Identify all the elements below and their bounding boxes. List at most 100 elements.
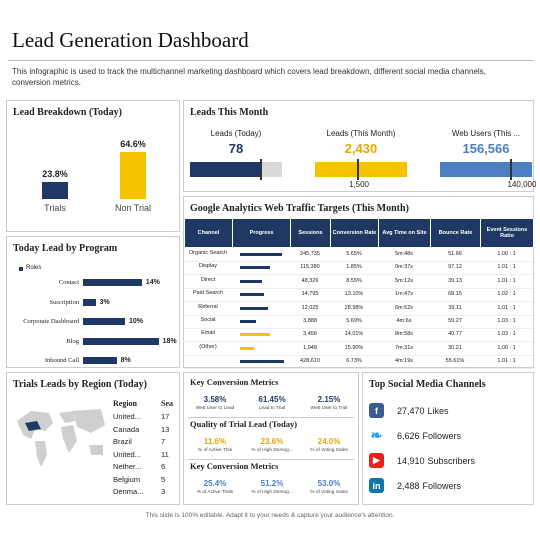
social-label: Subscribers <box>427 456 476 466</box>
cell: 0m:37s <box>394 264 414 271</box>
cell: 51.66 <box>448 251 462 257</box>
cell: 48,326 <box>301 277 319 284</box>
cell: Social <box>200 317 216 323</box>
cell: 13 <box>161 424 170 434</box>
cell: 1.01 : 1 <box>497 264 516 271</box>
cell: 14,795 <box>301 291 319 298</box>
gauge-label: Leads (This Month) <box>326 129 396 138</box>
gauge-label: Leads (Today) <box>210 129 262 138</box>
value-label: 3% <box>99 298 110 306</box>
gauge-label: Web Users (This ... <box>451 129 521 138</box>
metric-value: 2.15% <box>317 395 341 404</box>
value-label: 8% <box>120 357 131 364</box>
column-header: Sea <box>161 399 173 408</box>
footer: This slide is 100% editable. Adapt it to… <box>145 512 395 519</box>
lead-breakdown-panel: Lead Breakdown (Today) 23.8% Trials 64.6% No… <box>6 100 180 232</box>
bar <box>42 181 68 199</box>
metric-label: % of Voting Sales <box>310 448 348 453</box>
value-label: 23.8% <box>42 168 68 179</box>
metric-value: 53.0% <box>317 479 341 488</box>
gauge-target <box>260 159 262 180</box>
cell: 4m:6s <box>396 318 412 324</box>
row-line <box>184 354 533 356</box>
analytics-panel: Google Analytics Web Traffic Targets (Th… <box>183 196 534 370</box>
gauge-value: 2,430 <box>344 141 378 156</box>
cell: 59.27 <box>448 318 462 324</box>
social-value: 2,488 <box>397 481 420 491</box>
progress-bar <box>240 333 270 337</box>
cell: 55.61% <box>445 358 465 365</box>
bar <box>83 337 159 345</box>
category-label: Trials <box>44 203 66 213</box>
column-header: Bounce Rate <box>431 219 481 247</box>
metric-label: Lead to Trial <box>258 406 286 411</box>
cell: 6.73% <box>346 358 362 365</box>
social-value: 14,910 <box>397 456 425 466</box>
cell: 3,456 <box>303 331 317 338</box>
value-label: 18% <box>162 337 177 345</box>
metric-label: % of Voting Sales <box>310 490 348 495</box>
cell: 1.01 : 1 <box>497 304 516 311</box>
cell: 13.10% <box>344 291 364 298</box>
value-label: 14% <box>145 279 160 286</box>
cell: 4m:19s <box>394 358 414 365</box>
social-value: 27,470 <box>397 406 425 416</box>
bar-label: Blog <box>66 337 79 345</box>
progress-bar <box>240 279 262 283</box>
bar <box>120 151 146 199</box>
section-title: Key Conversion Metrics <box>190 377 279 387</box>
column-header: Conversion Rate <box>331 219 379 247</box>
cell: 5.65% <box>346 251 362 257</box>
social-label: Followers <box>422 431 462 441</box>
cell: 30.21 <box>448 344 462 351</box>
cell: 1.00 : 1 <box>497 344 516 351</box>
metric-label: % of High Demog... <box>251 448 293 453</box>
social-panel: Top Social Media Channels f 27,470 Likes ❧ 6,… <box>362 372 534 505</box>
column-header: Channel <box>185 219 233 247</box>
cell: 14.01% <box>344 331 364 338</box>
bar <box>83 298 96 306</box>
metric-value: 25.4% <box>203 479 227 488</box>
cell: Organic Search <box>188 250 228 256</box>
panel-title: Top Social Media Channels <box>369 379 486 390</box>
leads-month-panel: Leads This Month Leads (Today) 78 Leads (Th… <box>183 100 536 192</box>
section-line <box>188 459 354 460</box>
cell: 15.90% <box>344 344 364 351</box>
column-header: Event Sessions Ratio <box>481 219 534 247</box>
gauge-target-label: 140,000 <box>507 180 537 189</box>
cell: 39.11 <box>448 304 462 311</box>
social-icon: in <box>369 478 384 493</box>
cell: 39.13 <box>448 277 462 284</box>
row-line <box>184 261 533 262</box>
cell: 1m:47s <box>394 291 414 298</box>
cell: 1.00 : 1 <box>497 251 516 257</box>
cell: Direct <box>200 276 216 283</box>
progress-bar <box>240 253 282 256</box>
panel-title: Google Analytics Web Traffic Targets (Th… <box>190 203 409 214</box>
social-stat: 27,470 Likes <box>397 406 449 416</box>
gauge-value: 156,566 <box>462 141 510 156</box>
cell: 5m:12s <box>394 277 414 284</box>
gauge-fill <box>440 162 532 177</box>
progress-bar <box>240 320 256 323</box>
divider <box>8 60 534 61</box>
metric-value: 61.45% <box>258 395 286 404</box>
social-label: Followers <box>422 481 462 491</box>
region-panel: Trials Leads by Region (Today) Region Sea… <box>6 372 180 505</box>
category-label: Non Trial <box>114 203 151 213</box>
section-title: Quality of Trial Lead (Today) <box>190 419 298 429</box>
cell: 1.01 : 1 <box>497 277 516 284</box>
cell: 11 <box>161 449 169 459</box>
bar <box>83 318 125 325</box>
bar <box>83 357 117 364</box>
cell: 1,948 <box>303 344 317 351</box>
bar-label: Suscription <box>49 298 79 306</box>
metric-label: % of High Demog... <box>251 490 293 495</box>
row-line <box>184 368 533 370</box>
bar-label: Inbound Call <box>44 357 79 364</box>
cell: 7 <box>161 437 166 446</box>
cell: 6m:52s <box>394 304 414 311</box>
gauge-target-label: 1,500 <box>348 180 370 189</box>
metric-label: Web User to Trial <box>310 406 348 411</box>
gauge-value: 78 <box>228 141 244 156</box>
